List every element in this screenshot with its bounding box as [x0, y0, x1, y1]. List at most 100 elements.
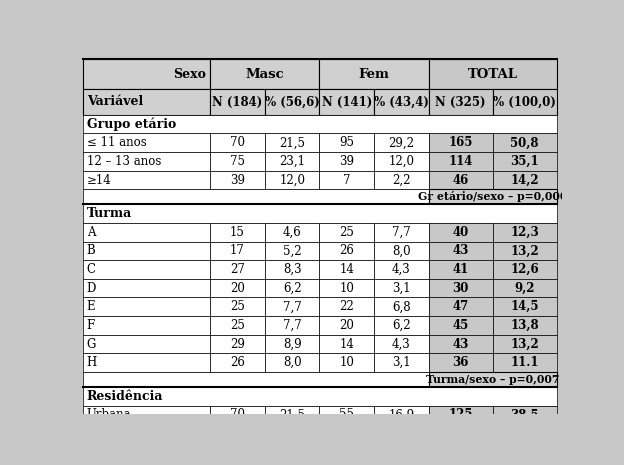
Text: 8,0: 8,0 [392, 245, 411, 258]
Bar [83, 223, 210, 242]
Bar [493, 89, 557, 115]
Bar [83, 171, 210, 189]
Text: 43: 43 [452, 338, 469, 351]
Text: 70: 70 [230, 136, 245, 149]
Text: 35,1: 35,1 [279, 427, 305, 440]
Text: 12 – 13 anos: 12 – 13 anos [87, 155, 161, 168]
Bar [83, 189, 429, 205]
Bar [429, 279, 493, 298]
Text: 4,3: 4,3 [392, 338, 411, 351]
Bar [210, 298, 265, 316]
Bar [429, 405, 493, 424]
Text: N (184): N (184) [212, 95, 263, 108]
Bar [374, 260, 429, 279]
Bar [83, 298, 210, 316]
Text: TOTAL: TOTAL [468, 68, 518, 81]
Text: 11.1: 11.1 [510, 356, 539, 369]
Bar [374, 89, 429, 115]
Bar [493, 223, 557, 242]
Text: 114: 114 [227, 427, 248, 440]
Text: Rural: Rural [87, 427, 119, 440]
Text: 25: 25 [339, 226, 354, 239]
Text: 8,9: 8,9 [283, 338, 301, 351]
Text: G: G [87, 338, 96, 351]
Bar [265, 171, 319, 189]
Text: 20: 20 [339, 319, 354, 332]
Bar [429, 152, 493, 171]
Text: 17: 17 [230, 245, 245, 258]
Bar [265, 405, 319, 424]
Text: 4,6: 4,6 [283, 226, 301, 239]
Text: 70: 70 [230, 408, 245, 421]
Bar [265, 298, 319, 316]
Text: 20: 20 [230, 282, 245, 295]
Bar [319, 353, 374, 372]
Text: 8,0: 8,0 [283, 356, 301, 369]
Text: 46: 46 [452, 173, 469, 186]
Text: 14,2: 14,2 [510, 173, 539, 186]
Bar [429, 443, 557, 458]
Text: 6,2: 6,2 [392, 319, 411, 332]
Bar [210, 424, 265, 443]
Bar [493, 242, 557, 260]
Bar [319, 60, 429, 89]
Bar [83, 372, 429, 387]
Bar [83, 316, 210, 335]
Bar [374, 279, 429, 298]
Text: 165: 165 [449, 136, 473, 149]
Text: Resid/sexo – p=0,860: Resid/sexo – p=0,860 [429, 445, 557, 456]
Bar [83, 405, 210, 424]
Bar [319, 152, 374, 171]
Text: Turma: Turma [87, 207, 132, 220]
Text: 26,5: 26,5 [388, 427, 414, 440]
Bar [493, 335, 557, 353]
Text: 10: 10 [339, 356, 354, 369]
Text: 200: 200 [449, 427, 473, 440]
Bar [493, 424, 557, 443]
Text: C: C [87, 263, 95, 276]
Bar [429, 298, 493, 316]
Bar [319, 89, 374, 115]
Bar [210, 279, 265, 298]
Bar [210, 223, 265, 242]
Bar [319, 279, 374, 298]
Text: 35,1: 35,1 [510, 155, 539, 168]
Bar [374, 335, 429, 353]
Bar [265, 335, 319, 353]
Bar [210, 171, 265, 189]
Bar [265, 152, 319, 171]
Bar [319, 223, 374, 242]
Bar [210, 242, 265, 260]
Bar [83, 115, 557, 133]
Bar [83, 205, 557, 223]
Bar [374, 133, 429, 152]
Bar [374, 424, 429, 443]
Bar [83, 387, 557, 405]
Bar [319, 242, 374, 260]
Bar [493, 316, 557, 335]
Bar [493, 152, 557, 171]
Text: 21,5: 21,5 [279, 136, 305, 149]
Text: 12,3: 12,3 [510, 226, 539, 239]
Bar [83, 424, 210, 443]
Bar [319, 260, 374, 279]
Text: 14: 14 [339, 338, 354, 351]
Bar [83, 353, 210, 372]
Text: Grupo etário: Grupo etário [87, 118, 176, 131]
Text: B: B [87, 245, 95, 258]
Bar [493, 133, 557, 152]
Text: N (141): N (141) [321, 95, 372, 108]
Text: 61,5: 61,5 [510, 427, 539, 440]
Bar [429, 133, 493, 152]
Text: 4,3: 4,3 [392, 263, 411, 276]
Bar [265, 424, 319, 443]
Text: Masc: Masc [245, 68, 284, 81]
Text: Turma/sexo – p=0,007: Turma/sexo – p=0,007 [426, 374, 560, 385]
Text: Residência: Residência [87, 390, 163, 403]
Text: 30: 30 [452, 282, 469, 295]
Text: 23,1: 23,1 [279, 155, 305, 168]
Text: 5,2: 5,2 [283, 245, 301, 258]
Text: 45: 45 [452, 319, 469, 332]
Text: 36: 36 [452, 356, 469, 369]
Bar [265, 133, 319, 152]
